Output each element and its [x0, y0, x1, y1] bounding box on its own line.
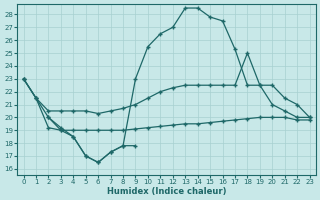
X-axis label: Humidex (Indice chaleur): Humidex (Indice chaleur) — [107, 187, 226, 196]
